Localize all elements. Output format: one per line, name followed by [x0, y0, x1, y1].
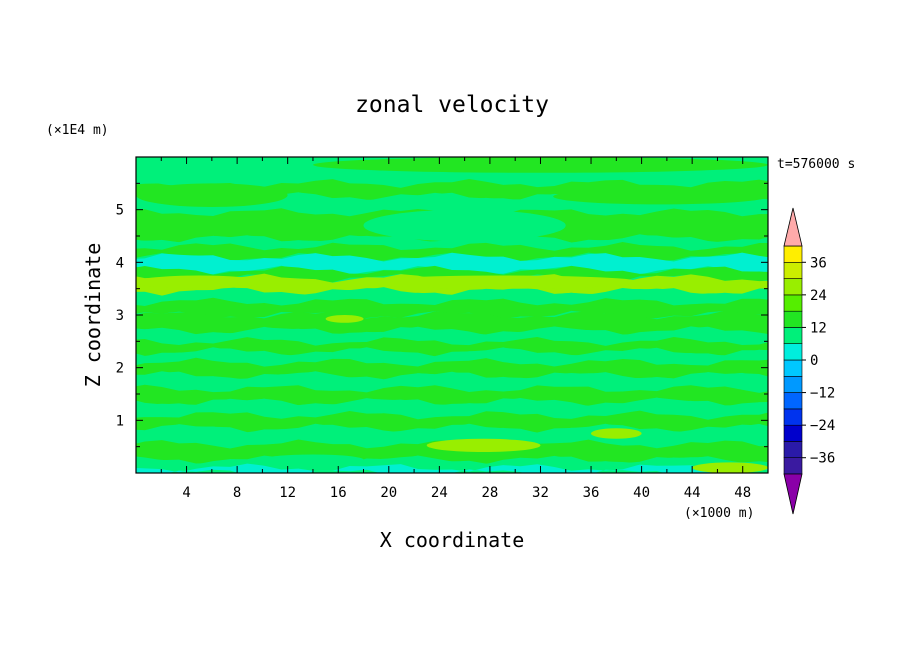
contour-band [136, 287, 768, 306]
colorbar-segment [783, 375, 803, 393]
contour-patch [313, 157, 768, 173]
y-tick-label: 1 [116, 413, 124, 429]
colorbar-segment [783, 245, 803, 263]
time-label: t=576000 s [777, 157, 855, 172]
contour-band [136, 463, 768, 473]
colorbar-tick-label: 12 [810, 320, 827, 336]
x-axis-label: X coordinate [380, 528, 525, 552]
colorbar-tick-label: −36 [810, 451, 835, 467]
x-tick-label: 8 [233, 485, 241, 501]
x-tick-label: 28 [481, 485, 498, 501]
contour-band [136, 252, 768, 275]
colorbar-tick-label: −12 [810, 386, 835, 402]
contour-patch [363, 275, 642, 289]
contour-band [136, 297, 768, 320]
x-axis: 4 8 12 16 20 24 28 32 36 40 44 48 [160, 157, 751, 501]
contour-patch [136, 183, 288, 207]
colorbar-segment [783, 457, 803, 475]
contour-band [136, 397, 768, 420]
colorbar-segment [783, 327, 803, 344]
colorbar-segment [783, 343, 803, 361]
x-tick-label: 12 [279, 485, 296, 501]
contour-patch [692, 462, 768, 473]
contour-band [136, 347, 768, 367]
x-tick-label: 4 [182, 485, 190, 501]
colorbar-tick-label: −24 [810, 418, 835, 434]
y-tick-label: 3 [116, 308, 124, 324]
colorbar-segment [783, 310, 803, 328]
colorbar-segment [783, 261, 803, 279]
x-tick-label: 36 [583, 485, 600, 501]
contour-band [136, 242, 768, 262]
contour-patch [262, 454, 364, 466]
contour-band [136, 384, 768, 407]
colorbar-bottom-arrow [783, 473, 803, 515]
contour-band [136, 337, 768, 357]
contour-patch [363, 209, 566, 242]
colorbar: 36 24 12 0 −12 −24 −36 [783, 207, 835, 515]
colorbar-top-arrow [783, 207, 803, 247]
contour-patch [591, 428, 642, 439]
contour-band [136, 234, 768, 251]
colorbar-segment [783, 424, 803, 442]
colorbar-tick-label: 24 [810, 288, 827, 304]
y-axis: 1 2 3 4 5 [116, 182, 768, 448]
x-unit-label: (×1000 m) [684, 506, 754, 521]
contour-band [136, 410, 768, 433]
colorbar-segment [783, 278, 803, 296]
x-tick-label: 40 [633, 485, 650, 501]
contour-patch [426, 438, 541, 452]
contour-band [136, 371, 768, 393]
velocity-field [136, 157, 768, 473]
x-tick-label: 20 [380, 485, 397, 501]
x-tick-label: 16 [330, 485, 347, 501]
chart-title: zonal velocity [355, 92, 549, 118]
contour-patch [325, 315, 364, 323]
y-unit-label: (×1E4 m) [46, 123, 109, 138]
y-tick-label: 4 [116, 255, 124, 271]
colorbar-tick-label: 36 [810, 255, 827, 271]
x-tick-label: 44 [684, 485, 701, 501]
contour-band [136, 310, 768, 336]
contour-band [136, 168, 768, 188]
colorbar-segment [783, 441, 803, 458]
contour-patch [136, 157, 238, 186]
colorbar-segment [783, 359, 803, 377]
contour-patch [136, 275, 263, 289]
y-tick-label: 5 [116, 203, 124, 219]
y-axis-label: Z coordinate [81, 243, 105, 388]
contour-patch [553, 188, 768, 205]
colorbar-segment [783, 408, 803, 426]
colorbar-segment [783, 294, 803, 312]
x-tick-label: 32 [532, 485, 549, 501]
x-tick-label: 48 [734, 485, 751, 501]
colorbar-tick-label: 0 [810, 353, 818, 369]
y-tick-label: 2 [116, 361, 124, 377]
colorbar-segment [783, 392, 803, 410]
x-tick-label: 24 [431, 485, 448, 501]
